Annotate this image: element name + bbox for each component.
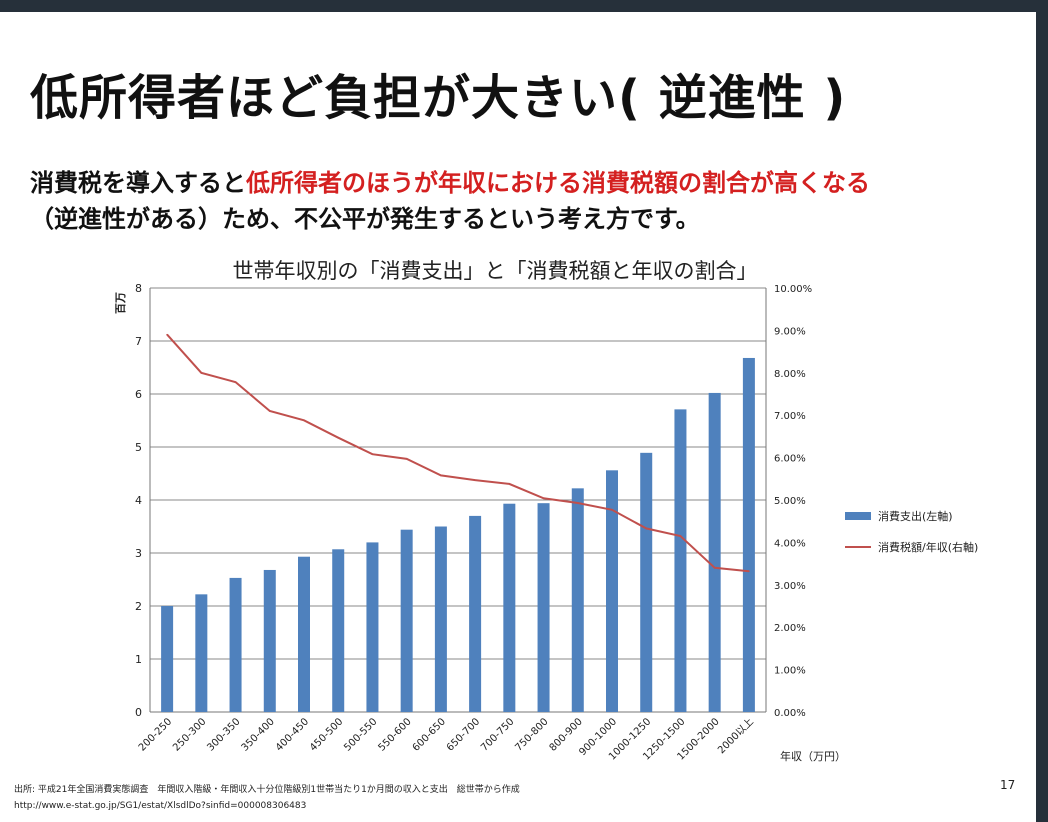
bar-mark <box>537 503 550 712</box>
bar-series-consumption <box>161 357 755 712</box>
bar-mark <box>571 488 584 712</box>
left-axis-tick-label: 1 <box>135 653 142 666</box>
line-point <box>405 458 408 460</box>
right-axis-tick-label: 4.00% <box>774 538 806 549</box>
bar-mark <box>400 529 413 712</box>
bar-mark <box>469 515 482 712</box>
line-point <box>713 567 716 569</box>
bar-mark <box>674 409 687 712</box>
line-point <box>611 508 613 511</box>
line-point <box>200 372 203 374</box>
bar-mark <box>229 577 242 712</box>
line-point <box>440 474 442 477</box>
page-number: 17 <box>1000 778 1016 792</box>
subtitle-highlight: 低所得者のほうが年収における消費税額の割合が高くなる <box>246 169 870 197</box>
right-axis-tick-label: 7.00% <box>774 411 806 422</box>
right-axis-tick-label: 9.00% <box>774 326 806 337</box>
line-point <box>576 502 579 504</box>
left-axis-tick-label: 5 <box>135 441 142 454</box>
subtitle-part1: 消費税を導入すると <box>30 169 246 197</box>
x-axis-category-label: 2000以上 <box>715 716 756 757</box>
line-point <box>268 410 271 412</box>
bar-mark <box>366 542 379 712</box>
line-point <box>748 570 750 573</box>
line-point <box>474 479 476 481</box>
subtitle-part2: （逆進性がある）ため、不公平が発生するという考え方です。 <box>30 205 700 233</box>
source-line-1: 出所: 平成21年全国消費実態調査 年間収入階級・年間収入十分位階級別1世帯当た… <box>14 785 520 795</box>
left-axis-tick-label: 8 <box>135 282 142 295</box>
source-note: 出所: 平成21年全国消費実態調査 年間収入階級・年間収入十分位階級別1世帯当た… <box>14 782 520 814</box>
x-axis-category-label: 250-300 <box>171 716 208 753</box>
bar-mark <box>195 594 208 712</box>
x-axis-category-label: 300-350 <box>205 716 242 753</box>
line-point <box>166 333 168 336</box>
line-point <box>234 381 237 383</box>
x-axis-category-label: 200-250 <box>137 716 174 753</box>
line-point <box>337 436 340 439</box>
window-top-bar <box>0 0 1048 12</box>
slide-subtitle: 消費税を導入すると低所得者のほうが年収における消費税額の割合が高くなる （逆進性が… <box>30 165 1040 237</box>
tax-ratio-line <box>166 333 749 573</box>
chart-title: 世帯年収別の「消費支出」と「消費税額と年収の割合」 <box>233 259 758 283</box>
right-axis-tick-label: 10.00% <box>774 284 812 295</box>
bar-mark <box>742 357 755 712</box>
legend-label-line: 消費税額/年収(右軸) <box>878 540 978 554</box>
x-axis-category-label: 750-800 <box>513 716 550 753</box>
bar-mark <box>503 503 516 712</box>
right-axis-tick-label: 6.00% <box>774 454 806 465</box>
right-axis-tick-label: 3.00% <box>774 581 806 592</box>
line-point <box>679 535 682 537</box>
x-axis-category-label: 550-600 <box>376 716 413 753</box>
right-axis-tick-label: 8.00% <box>774 369 806 380</box>
line-point <box>542 497 545 500</box>
line-point <box>508 483 511 485</box>
x-axis-label: 年収（万円） <box>780 749 846 763</box>
window-right-edge <box>1036 12 1048 822</box>
left-axis-unit-label: 百万 <box>114 292 127 314</box>
slide-title: 低所得者ほど負担が大きい( 逆進性 ) <box>30 70 847 126</box>
bar-mark <box>606 470 618 712</box>
chart-gridlines <box>150 287 766 713</box>
x-axis-category-label: 500-550 <box>342 716 379 753</box>
left-axis-tick-label: 6 <box>135 388 142 401</box>
right-axis-tick-label: 2.00% <box>774 623 806 634</box>
legend-swatch-bar <box>845 512 871 520</box>
right-axis-tick-label: 5.00% <box>774 496 806 507</box>
right-axis-tick-label: 0.00% <box>774 708 806 719</box>
legend-label-bar: 消費支出(左軸) <box>878 509 953 523</box>
x-axis-category-label: 650-700 <box>445 716 482 753</box>
x-axis-category-label: 400-450 <box>274 716 311 753</box>
bar-mark <box>298 556 310 712</box>
bar-mark <box>263 569 276 712</box>
chart-legend: 消費支出(左軸) 消費税額/年収(右軸) <box>845 509 978 554</box>
bar-mark <box>161 606 174 712</box>
x-axis-category-label: 700-750 <box>479 716 516 753</box>
line-point <box>371 453 374 456</box>
bar-mark <box>708 392 721 712</box>
left-axis-tick-label: 7 <box>135 335 142 348</box>
x-axis-category-label: 350-400 <box>240 716 277 753</box>
bar-mark <box>640 452 653 712</box>
left-axis-tick-label: 3 <box>135 547 142 560</box>
left-axis-tick-label: 4 <box>135 494 142 507</box>
consumption-tax-chart: 世帯年収別の「消費支出」と「消費税額と年収の割合」 0 1 2 3 4 5 6 7 8 百万 0.0… <box>114 259 978 763</box>
bar-mark <box>332 549 345 712</box>
bar-mark <box>434 526 447 712</box>
x-axis-category-label: 600-650 <box>411 716 448 753</box>
left-axis-tick-label: 0 <box>135 706 142 719</box>
source-url: http://www.e-stat.go.jp/SG1/estat/XlsdlD… <box>14 801 307 811</box>
line-point <box>645 527 648 530</box>
left-axis-tick-label: 2 <box>135 600 142 613</box>
right-axis-tick-label: 1.00% <box>774 666 806 677</box>
line-series-tax-ratio <box>166 333 750 573</box>
line-point <box>303 419 305 422</box>
x-axis-category-label: 450-500 <box>308 716 345 753</box>
